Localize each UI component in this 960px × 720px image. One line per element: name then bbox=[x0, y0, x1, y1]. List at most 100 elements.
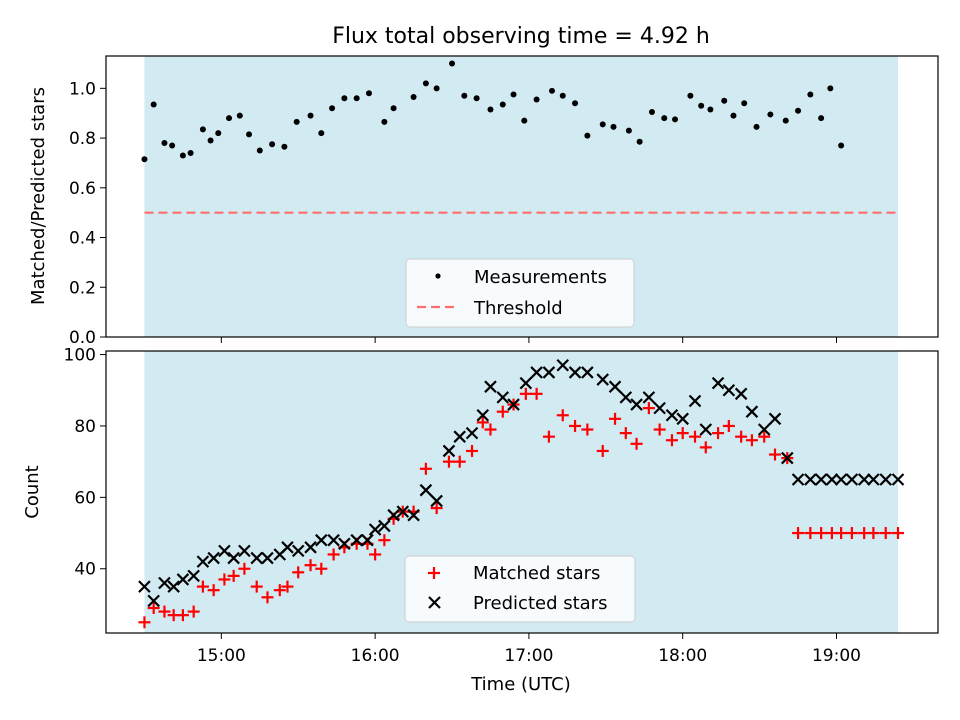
matched-star-point bbox=[496, 405, 509, 418]
measurement-point bbox=[141, 156, 148, 163]
predicted-star-point bbox=[465, 426, 479, 440]
predicted-star-point bbox=[530, 366, 543, 379]
measurement-point bbox=[648, 108, 655, 115]
measurement-point bbox=[548, 87, 555, 94]
predicted-star-point bbox=[361, 533, 374, 547]
measurement-point bbox=[307, 112, 314, 119]
measurement-point bbox=[753, 123, 760, 130]
predicted-star-point bbox=[430, 494, 443, 508]
bottom-panel: 40 60 80 100 15:00 16:00 17:00 18:00 19:00 Coun… bbox=[22, 346, 939, 695]
measurement-point bbox=[795, 107, 802, 114]
predicted-star-point bbox=[768, 412, 782, 426]
predicted-star-point bbox=[814, 473, 828, 486]
y-tick-label: 0.2 bbox=[69, 278, 96, 298]
y-tick-label: 0.4 bbox=[69, 229, 96, 249]
measurement-point bbox=[487, 106, 494, 113]
matched-star-point bbox=[227, 569, 240, 582]
predicted-star-point bbox=[619, 391, 633, 404]
matched-star-point bbox=[138, 616, 151, 629]
predicted-stars-points bbox=[138, 359, 905, 608]
measurement-point bbox=[169, 142, 176, 149]
measurement-point bbox=[559, 92, 566, 99]
predicted-star-point bbox=[665, 408, 679, 422]
measurement-point bbox=[269, 141, 276, 148]
predicted-star-point bbox=[804, 473, 817, 486]
predicted-star-point bbox=[734, 387, 748, 401]
matched-star-point bbox=[556, 409, 569, 422]
predicted-star-point bbox=[419, 483, 433, 497]
y-tick-label: 60 bbox=[74, 488, 96, 508]
y-tick-label: 100 bbox=[64, 346, 96, 366]
measurement-point bbox=[353, 95, 360, 102]
measurement-point bbox=[422, 80, 429, 87]
measurement-point bbox=[246, 131, 253, 138]
predicted-star-point bbox=[304, 541, 317, 554]
matched-star-point bbox=[630, 437, 643, 450]
matched-star-point bbox=[665, 434, 678, 447]
bottom-legend: Matched stars Predicted stars bbox=[404, 555, 636, 623]
measurement-point bbox=[838, 142, 845, 149]
matched-star-point bbox=[476, 416, 489, 429]
matched-star-point bbox=[804, 527, 817, 540]
measurement-point bbox=[698, 102, 705, 109]
predicted-star-point bbox=[542, 366, 556, 379]
measurement-point bbox=[365, 90, 372, 97]
matched-star-point bbox=[430, 502, 443, 515]
predicted-star-point bbox=[261, 551, 274, 565]
measurement-point bbox=[473, 95, 480, 102]
matched-star-point bbox=[442, 455, 455, 468]
predicted-star-point bbox=[387, 508, 400, 522]
measurement-point bbox=[533, 96, 540, 103]
top-panel-frame bbox=[105, 55, 939, 338]
bottom-panel-x-ticks: 15:00 16:00 17:00 18:00 19:00 bbox=[197, 633, 861, 666]
x-tick-label: 16:00 bbox=[351, 646, 400, 666]
matched-star-point bbox=[735, 430, 748, 443]
matched-star-point bbox=[158, 605, 171, 618]
predicted-star-point bbox=[688, 394, 702, 408]
measurement-point bbox=[721, 97, 728, 104]
measurement-point bbox=[410, 94, 417, 101]
predicted-star-point bbox=[378, 519, 391, 533]
x-tick-label: 17:00 bbox=[504, 646, 553, 666]
predicted-star-point bbox=[250, 551, 263, 565]
matched-star-point bbox=[466, 444, 479, 457]
measurement-point bbox=[707, 106, 714, 113]
matched-star-point bbox=[273, 584, 286, 597]
predicted-star-point bbox=[825, 473, 839, 486]
legend-threshold-label: Threshold bbox=[473, 298, 563, 319]
predicted-star-point bbox=[291, 544, 305, 558]
y-tick-label: 80 bbox=[74, 417, 96, 437]
x-tick-label: 18:00 bbox=[658, 646, 707, 666]
predicted-star-point bbox=[568, 366, 582, 379]
matched-star-point bbox=[542, 430, 555, 443]
predicted-star-point bbox=[496, 391, 510, 404]
predicted-star-point bbox=[642, 391, 656, 404]
bottom-panel-frame bbox=[105, 350, 939, 634]
measurement-point bbox=[827, 85, 834, 92]
matched-star-point bbox=[619, 427, 632, 440]
matched-star-point bbox=[176, 609, 189, 622]
predicted-star-point bbox=[507, 398, 520, 411]
matched-star-point bbox=[845, 527, 858, 540]
matched-star-point bbox=[815, 527, 828, 540]
matched-star-point bbox=[676, 427, 689, 440]
measurement-point bbox=[730, 112, 737, 119]
measurement-point bbox=[179, 152, 186, 159]
matched-star-point bbox=[689, 430, 702, 443]
measurement-point bbox=[572, 100, 579, 107]
measurement-point bbox=[499, 101, 506, 108]
predicted-star-point bbox=[207, 551, 220, 565]
predicted-star-point bbox=[396, 505, 410, 518]
top-legend: Measurements Threshold bbox=[405, 258, 635, 328]
measurement-point bbox=[767, 111, 774, 118]
matched-star-point bbox=[281, 580, 294, 593]
predicted-star-point bbox=[138, 580, 151, 593]
measurement-point bbox=[187, 149, 194, 156]
matched-star-point bbox=[453, 455, 466, 468]
matched-star-point bbox=[218, 573, 231, 586]
predicted-star-point bbox=[407, 508, 420, 522]
measurement-point bbox=[661, 115, 668, 122]
matched-star-point bbox=[304, 559, 317, 572]
measurement-point bbox=[672, 116, 679, 123]
matched-star-point bbox=[879, 527, 892, 540]
